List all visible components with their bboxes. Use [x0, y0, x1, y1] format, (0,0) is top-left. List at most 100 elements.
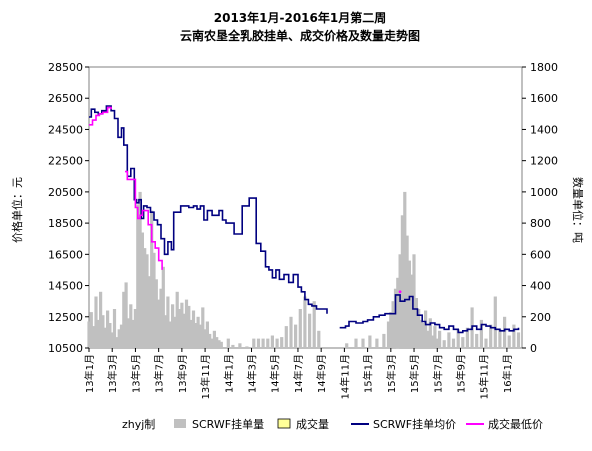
listing-volume-bar	[182, 313, 186, 348]
listing-volume-bar	[103, 327, 107, 348]
listing-volume-bar	[424, 310, 428, 348]
y-right-tick-label: 1000	[530, 186, 558, 199]
x-tick-label: 13年11月	[199, 354, 212, 399]
listing-volume-bar	[238, 343, 242, 348]
legend-swatch-0	[174, 419, 186, 428]
listing-volume-bar	[407, 260, 411, 348]
y-right-tick-label: 0	[530, 342, 537, 355]
listing-volume-bar	[266, 338, 270, 348]
listing-volume-bar	[108, 323, 112, 348]
listing-volume-bar	[136, 204, 140, 348]
x-tick-label: 16年1月	[501, 354, 514, 393]
listing-volume-bar	[417, 309, 421, 348]
listing-volume-bar	[99, 291, 103, 348]
min-deal-price-line-point	[398, 290, 402, 294]
listing-volume-bar	[94, 296, 98, 348]
x-tick-label: 14年5月	[269, 354, 282, 393]
listing-volume-bar	[405, 235, 409, 348]
min-deal-price-line	[125, 170, 163, 270]
listing-volume-bar	[157, 299, 161, 348]
y-right-tick-label: 200	[530, 311, 551, 324]
listing-volume-bar	[101, 315, 105, 348]
listing-volume-bar	[122, 291, 126, 348]
listing-volume-bar	[140, 232, 144, 348]
listing-volume-bar	[131, 319, 135, 348]
listing-volume-bar	[201, 307, 205, 348]
y-left-tick-label: 24500	[48, 123, 83, 136]
y-right-tick-label: 1400	[530, 123, 558, 136]
x-tick-label: 14年9月	[315, 354, 328, 393]
listing-volume-bar	[489, 324, 493, 348]
listing-volume-bar	[308, 313, 312, 348]
x-tick-label: 14年11月	[338, 354, 351, 399]
x-tick-label: 15年5月	[408, 354, 421, 393]
listing-volume-bar	[154, 279, 158, 348]
listing-volume-bar	[184, 299, 189, 348]
listing-volume-bar	[421, 323, 425, 348]
listing-volume-bar	[256, 338, 261, 348]
listing-volume-bar	[484, 338, 488, 348]
y-left-tick-label: 20500	[48, 186, 83, 199]
listing-volume-bar	[117, 329, 121, 348]
listing-volume-bar	[375, 338, 379, 348]
listing-volume-bar	[431, 335, 435, 348]
listing-volume-bar	[147, 276, 151, 348]
listing-volume-bar	[382, 333, 386, 348]
listing-volume-bar	[435, 338, 439, 348]
y-right-tick-label: 400	[530, 280, 551, 293]
listing-volume-bar	[507, 335, 511, 348]
listing-volume-bar	[215, 337, 219, 348]
listing-volume-bar	[516, 332, 521, 348]
listing-volume-bar	[426, 330, 430, 348]
listing-volume-bar	[152, 252, 156, 348]
listing-volume-bar	[129, 304, 133, 348]
y-left-tick-label: 26500	[48, 92, 83, 105]
y-left-tick-label: 28500	[48, 61, 83, 74]
legend-swatch-1	[277, 418, 291, 429]
chart-title-line2: 云南农垦全乳胶挂单、成交价格及数量走势图	[180, 28, 420, 43]
listing-volume-bar	[275, 338, 279, 348]
listing-volume-bar	[180, 302, 184, 348]
listing-volume-bar	[110, 332, 114, 348]
listing-volume-bar	[391, 301, 395, 348]
listing-volume-bar	[361, 338, 365, 348]
listing-volume-bar	[419, 319, 423, 348]
listing-volume-bar	[126, 318, 131, 348]
y-left-tick-label: 16500	[48, 248, 83, 261]
listing-volume-bar	[280, 337, 284, 348]
x-tick-label: 13年1月	[83, 354, 96, 393]
listing-volume-bar	[150, 210, 154, 348]
x-tick-label: 15年7月	[431, 354, 444, 393]
x-tick-label: 15年11月	[478, 354, 491, 399]
listing-volume-bar	[386, 321, 391, 348]
listing-volume-bar	[145, 254, 149, 348]
listing-volume-bar	[166, 296, 170, 348]
listing-volume-bar	[219, 341, 223, 348]
listing-volume-bar	[189, 319, 193, 348]
y-right-tick-label: 1200	[530, 155, 558, 168]
listing-volume-bar	[208, 333, 212, 348]
y-left-tick-label: 12500	[48, 311, 83, 324]
listing-volume-bar	[317, 330, 321, 348]
x-tick-label: 15年9月	[455, 354, 468, 393]
listing-volume-bar	[231, 344, 235, 348]
listing-volume-bar	[205, 321, 209, 348]
listing-volume-bar	[96, 319, 100, 348]
listing-volume-bar	[89, 312, 93, 348]
listing-avg-price-line	[339, 294, 520, 334]
listing-volume-bar	[173, 316, 177, 348]
x-tick-label: 14年1月	[222, 354, 235, 393]
y-right-tick-label: 800	[530, 217, 551, 230]
listing-volume-bar	[442, 340, 446, 348]
x-tick-label: 13年3月	[106, 354, 119, 393]
listing-volume-bar	[345, 343, 349, 348]
x-tick-label: 15年3月	[385, 354, 398, 393]
listing-volume-bar	[261, 338, 265, 348]
x-tick-label: 15年1月	[362, 354, 375, 393]
listing-volume-bar	[512, 324, 516, 348]
listing-volume-bar	[493, 296, 497, 348]
chart-title-line1: 2013年1月-2016年1月第二周	[214, 10, 386, 25]
listing-volume-bar	[461, 337, 465, 348]
listing-volume-bar	[124, 282, 128, 348]
listing-volume-bar	[164, 315, 168, 348]
